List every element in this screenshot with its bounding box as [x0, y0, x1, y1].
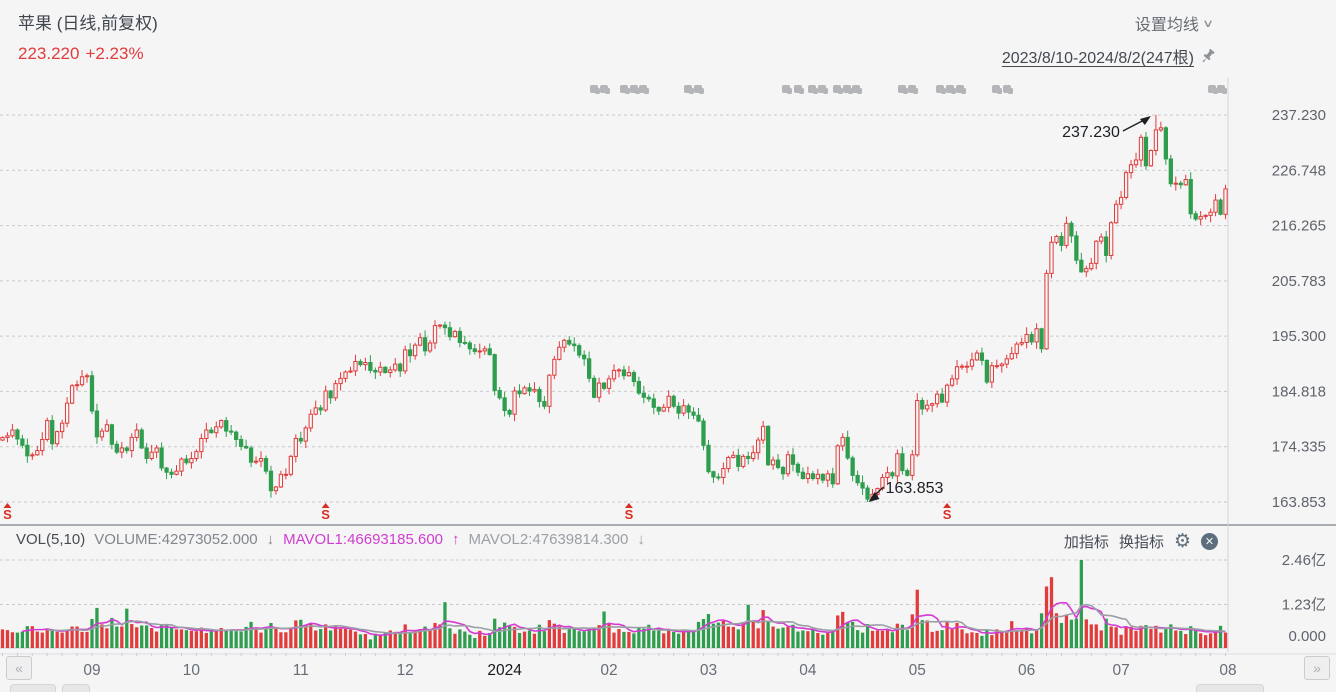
x-axis-label-03[interactable]: 03	[700, 662, 717, 679]
svg-text:S: S	[3, 507, 12, 522]
chevron-down-icon: ∨	[1201, 17, 1215, 30]
ma-settings-label: 设置均线	[1134, 17, 1199, 34]
pane-borders	[0, 78, 1336, 655]
volume-axis-label: 2.46亿	[1282, 552, 1326, 569]
x-axis-label-04[interactable]: 04	[799, 662, 817, 679]
date-range-row: 2023/8/10-2024/8/2(247根)	[1002, 44, 1218, 68]
price-axis-label: 174.335	[1272, 439, 1326, 456]
volume-gridlines: 2.46亿 1.23亿 0.000	[0, 552, 1326, 649]
symbol-title: 苹果 (日线,前复权)	[18, 14, 158, 33]
mavol2-line	[47, 603, 1226, 635]
indicator-name[interactable]: VOL(5,10)	[16, 531, 86, 548]
gear-icon[interactable]: ⚙	[1173, 531, 1191, 552]
price-gridlines: 237.230 226.748 216.265 205.783 195.300 184.8…	[0, 107, 1326, 511]
date-range-link[interactable]: 2023/8/10-2024/8/2(247根)	[1001, 50, 1194, 67]
x-axis-label-09[interactable]: 09	[83, 662, 100, 679]
x-axis-label-11[interactable]: 11	[293, 662, 309, 679]
mavol1-value: MAVOL1:46693185.600	[283, 531, 443, 548]
high-annotation: 237.230	[1062, 124, 1120, 141]
price-axis-label: 163.853	[1272, 494, 1326, 511]
close-icon[interactable]: ✕	[1201, 533, 1218, 550]
low-annotation: 163.853	[886, 480, 944, 497]
price-axis-label: 226.748	[1272, 162, 1326, 179]
volume-direction-icon: ↓	[266, 531, 275, 548]
mavol2-value: MAVOL2:47639814.300	[468, 531, 629, 548]
bottom-stub-left2[interactable]	[62, 684, 90, 692]
mavol1-direction-icon: ↑	[452, 531, 460, 548]
x-axis-label-12[interactable]: 12	[397, 662, 414, 679]
volume-bars[interactable]	[0, 560, 1228, 648]
scroll-right-button[interactable]: »	[1304, 656, 1330, 680]
x-axis-label-05[interactable]: 05	[909, 662, 926, 679]
svg-text:S: S	[943, 507, 952, 522]
volume-value: VOLUME:42973052.000	[94, 531, 258, 548]
pin-icon[interactable]	[1198, 46, 1218, 66]
switch-indicator-button[interactable]: 换指标	[1118, 534, 1164, 551]
price-axis-label: 216.265	[1272, 218, 1326, 235]
ma-settings-button[interactable]: 设置均线 ∨	[1134, 11, 1215, 35]
indicator-tools: 加指标 换指标 ⚙ ✕	[1064, 531, 1218, 552]
bottom-stub-right[interactable]	[1196, 684, 1264, 692]
x-axis-label-06[interactable]: 06	[1018, 662, 1035, 679]
mavol2-direction-icon: ↓	[637, 531, 645, 548]
svg-text:S: S	[625, 507, 634, 522]
event-marker-icons[interactable]	[590, 85, 1227, 94]
add-indicator-button[interactable]: 加指标	[1063, 534, 1109, 551]
last-price: 223.220	[18, 44, 80, 63]
price-axis-label: 184.818	[1272, 383, 1326, 400]
svg-text:S: S	[321, 507, 330, 522]
volume-indicator-header: VOL(5,10) VOLUME:42973052.000 ↓ MAVOL1:4…	[16, 531, 645, 548]
x-axis-label-02[interactable]: 02	[600, 662, 617, 679]
volume-axis-label: 0.000	[1288, 628, 1326, 645]
bottom-stub-left1[interactable]	[10, 684, 56, 692]
price-axis-label: 205.783	[1272, 273, 1326, 290]
price-annotations: 237.230 163.853	[868, 116, 1151, 502]
price-axis-label: 237.230	[1272, 107, 1326, 124]
last-price-row: 223.220 +2.23%	[18, 44, 150, 64]
change-percent: +2.23%	[85, 44, 144, 63]
x-axis-label-08[interactable]: 08	[1219, 662, 1236, 679]
scroll-left-button[interactable]: «	[6, 656, 32, 680]
price-axis-label: 195.300	[1272, 328, 1326, 345]
x-axis-label-10[interactable]: 10	[183, 662, 201, 679]
x-axis: 09 10 11 12 2024 02 03 04 05 06 07 08	[1, 653, 1237, 679]
volume-axis-label: 1.23亿	[1282, 597, 1326, 614]
x-axis-label-07[interactable]: 07	[1112, 662, 1129, 679]
x-axis-label-2024[interactable]: 2024	[487, 662, 522, 679]
candlesticks[interactable]	[0, 115, 1228, 502]
